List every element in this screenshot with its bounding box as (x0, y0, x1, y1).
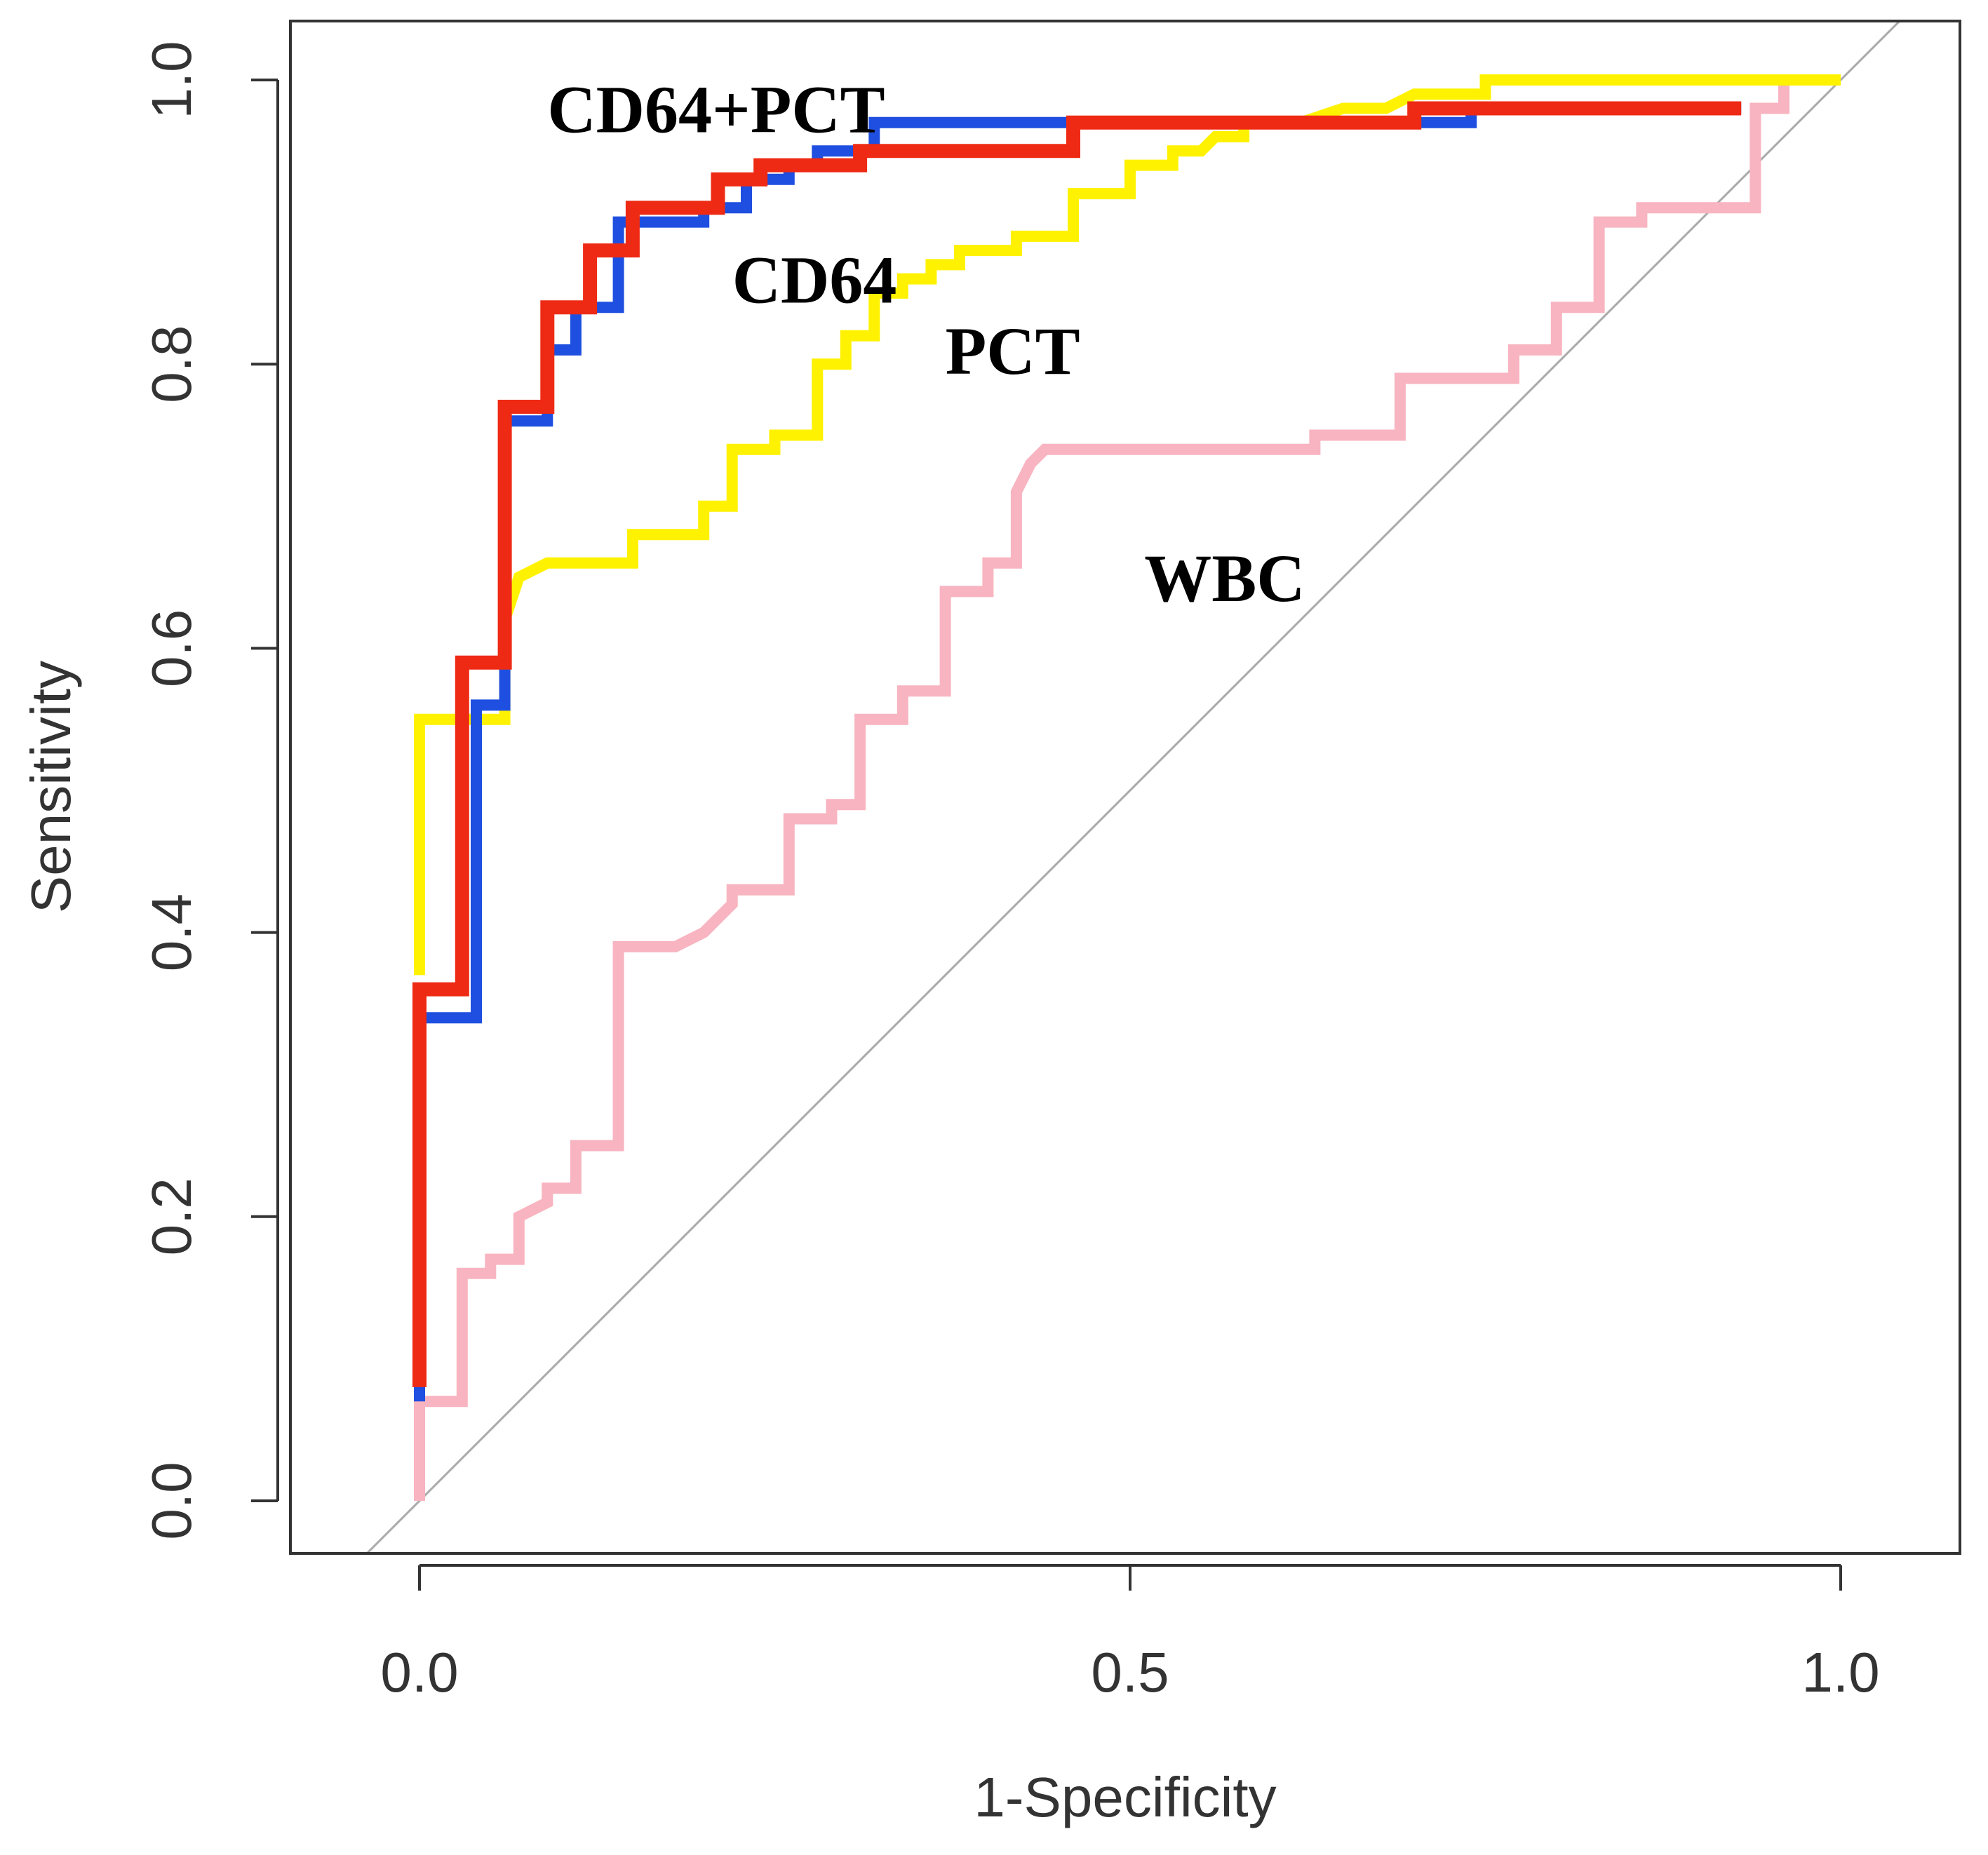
y-tick-label: 0.0 (140, 1462, 203, 1539)
series-label-cd64-pct: CD64+PCT (547, 72, 885, 147)
series-label-cd64: CD64 (732, 243, 897, 318)
y-tick-label: 0.6 (140, 609, 203, 687)
series-line-cd64 (414, 102, 1742, 1402)
x-tick-label: 1.0 (1801, 1641, 1879, 1704)
y-tick-label: 0.2 (140, 1178, 203, 1255)
series-line-pct (414, 74, 1841, 976)
x-tick-label: 0.0 (380, 1641, 458, 1704)
reference-diagonal-line (365, 21, 1902, 1553)
series-label-wbc: WBC (1144, 541, 1305, 616)
y-tick-label: 0.4 (140, 893, 203, 971)
plot-area (365, 21, 1902, 1553)
y-axis-title: Sensitivity (20, 661, 82, 913)
series-line-cd64-pct (412, 101, 1742, 1387)
series-label-pct: PCT (946, 313, 1080, 389)
y-tick-label: 0.8 (140, 325, 203, 403)
x-tick-label: 0.5 (1091, 1641, 1169, 1704)
series-labels: CD64+PCT CD64 PCT WBC (547, 72, 1305, 616)
y-axis: 0.0 0.2 0.4 0.6 0.8 1.0 (140, 41, 279, 1540)
x-axis: 0.0 0.5 1.0 (380, 1564, 1880, 1704)
x-axis-title: 1-Specificity (974, 1766, 1276, 1828)
y-tick-label: 1.0 (140, 41, 203, 119)
series-line-wbc (414, 74, 1841, 1501)
plot-frame (289, 20, 1961, 1555)
